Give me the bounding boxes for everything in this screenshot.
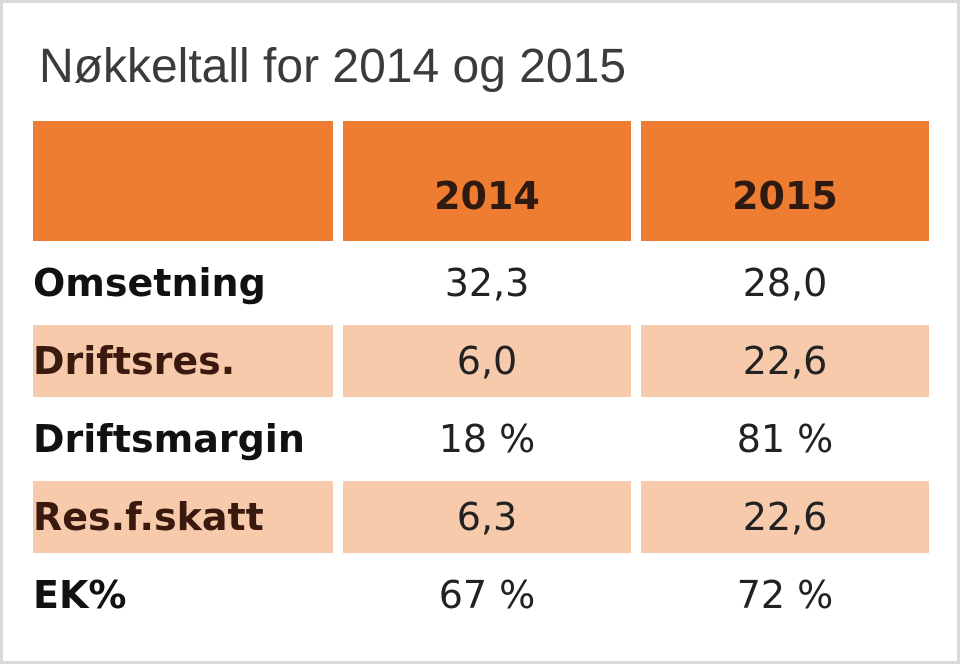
- table-row-ek-prosent: EK% 67 % 72 %: [33, 559, 929, 631]
- header-cell-2015: 2015: [641, 121, 929, 241]
- value-2015: 22,6: [641, 325, 929, 397]
- row-label: EK%: [33, 573, 127, 617]
- value-2015: 22,6: [641, 481, 929, 553]
- row-label: Driftsres.: [33, 325, 333, 397]
- row-label: Omsetning: [33, 261, 266, 305]
- value-2014: 67 %: [438, 573, 536, 617]
- value-2015: 28,0: [742, 261, 828, 305]
- key-figures-table: 2014 2015 Omsetning 32,3 28,0 Driftsres.…: [23, 115, 939, 637]
- value-2015: 72 %: [736, 573, 834, 617]
- table-row-res-f-skatt: Res.f.skatt 6,3 22,6: [33, 481, 929, 553]
- row-label: Driftsmargin: [33, 417, 305, 461]
- value-2015: 81 %: [736, 417, 834, 461]
- table-row-driftsmargin: Driftsmargin 18 % 81 %: [33, 403, 929, 475]
- header-cell-empty: [33, 121, 333, 241]
- value-2014: 6,0: [343, 325, 631, 397]
- value-2014: 6,3: [343, 481, 631, 553]
- header-cell-2014: 2014: [343, 121, 631, 241]
- row-label: Res.f.skatt: [33, 481, 333, 553]
- table-row-driftsres: Driftsres. 6,0 22,6: [33, 325, 929, 397]
- value-2014: 18 %: [438, 417, 536, 461]
- header-row: 2014 2015: [33, 121, 929, 241]
- table-row-omsetning: Omsetning 32,3 28,0: [33, 247, 929, 319]
- value-2014: 32,3: [444, 261, 530, 305]
- table-title: Nøkkeltall for 2014 og 2015: [39, 40, 627, 93]
